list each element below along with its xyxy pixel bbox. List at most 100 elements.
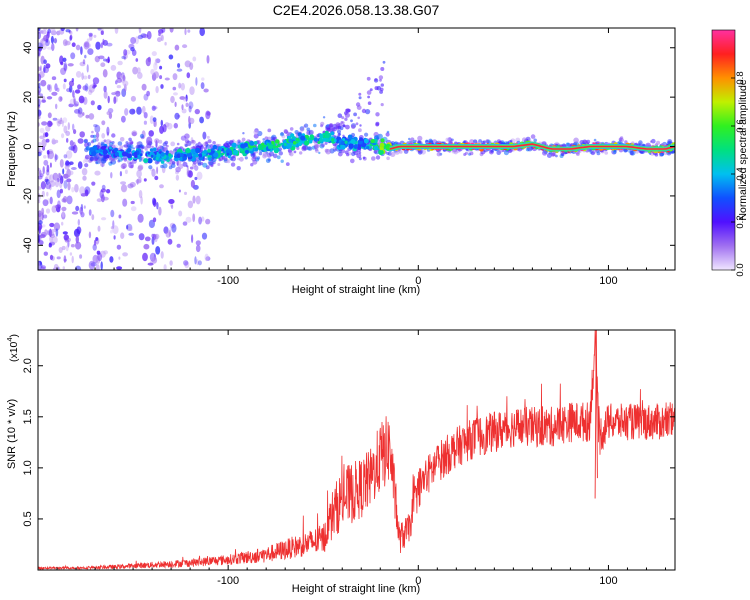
spectrogram-noise-point — [96, 250, 101, 255]
spectrogram-spray-point — [367, 101, 372, 105]
spectrogram-spray-point — [328, 123, 334, 128]
spectrogram-halo-point — [123, 158, 128, 162]
spectrogram-noise-point — [185, 216, 192, 223]
spectrogram-noise-point — [63, 62, 67, 71]
spectrogram-halo-point — [341, 149, 346, 154]
spectrogram-noise-point — [63, 125, 68, 134]
spectrogram-noise-point — [121, 184, 128, 193]
spectrogram-ridge-point — [249, 148, 253, 152]
spectrogram-halo-point — [377, 133, 383, 140]
spectrogram-halo-point — [212, 141, 216, 145]
spectrogram-spray-point — [337, 113, 343, 118]
spectrogram-noise-point — [41, 265, 46, 270]
spectrogram-noise-point — [55, 228, 59, 237]
snr-multiplier-close: ) — [8, 334, 20, 338]
spectrogram-noise-point — [206, 55, 210, 64]
spectrogram-ridge-point — [125, 152, 129, 157]
spectrogram-noise-point — [41, 99, 47, 103]
spectrogram-ridge-point — [179, 157, 183, 161]
spectrogram-noise-point — [70, 244, 75, 248]
spectrogram-noise-point — [68, 170, 74, 176]
spectrogram-noise-point — [202, 131, 207, 140]
spectrogram-noise-point — [92, 77, 100, 85]
spectrogram-noise-point — [147, 262, 154, 266]
spectrogram-noise-point — [122, 80, 129, 87]
spectrogram-noise-point — [74, 101, 79, 107]
spectrogram-halo-point — [473, 139, 478, 144]
spectrogram-noise-point — [80, 193, 87, 197]
spectrogram-noise-point — [71, 211, 79, 215]
spectrogram-noise-point — [62, 231, 68, 235]
spectrogram-noise-point — [69, 34, 73, 40]
spectrogram-halo-point — [111, 133, 116, 138]
spectrogram-ridge-point — [221, 152, 225, 156]
spectrogram-noise-point — [39, 127, 45, 134]
spectrogram-noise-point — [40, 181, 46, 190]
spectrogram-noise-point — [100, 261, 103, 270]
spectrogram-halo-point — [314, 148, 319, 153]
spectrogram-noise-point — [146, 90, 151, 97]
spectrogram-halo-point — [358, 128, 362, 133]
spectrogram-noise-point — [60, 67, 67, 76]
spectrogram-noise-point — [110, 229, 113, 234]
spectrogram-noise-point — [82, 112, 85, 116]
spectrogram-ridge-point — [213, 152, 219, 158]
spectrogram-noise-point — [116, 266, 123, 270]
spectrogram-noise-point — [85, 114, 90, 119]
spectrogram-noise-point — [100, 188, 107, 193]
spectrogram-noise-point — [136, 169, 142, 178]
spectrogram-noise-point — [158, 206, 162, 216]
spectrogram-ridge-point — [176, 153, 181, 158]
spectrogram-noise-point — [192, 56, 197, 62]
spectrogram-spray-point — [344, 112, 350, 118]
spectrogram-halo-point — [250, 163, 254, 167]
spectrogram-noise-point — [106, 131, 109, 137]
colorbar-tick-label: 0.6 — [735, 119, 746, 132]
snr-ytick-label: 0.5 — [22, 511, 34, 526]
spectrogram-noise-point — [52, 172, 59, 181]
spectrogram-halo-point — [619, 137, 624, 143]
spectrogram-noise-point — [152, 197, 156, 206]
spectrogram-noise-point — [78, 95, 85, 104]
spectrogram-noise-point — [130, 200, 135, 205]
spectrogram-noise-point — [38, 73, 42, 82]
spectrogram-noise-point — [192, 213, 196, 222]
spectrogram-noise-point — [39, 39, 45, 48]
spectrogram-noise-point — [79, 206, 83, 215]
spectrogram-noise-point — [174, 101, 177, 108]
spectrogram-ridge-point — [227, 155, 231, 159]
spectrogram-ridge-point — [366, 146, 370, 150]
spectrogram-spray-point — [380, 67, 385, 71]
spectrogram-noise-point — [84, 83, 89, 92]
spectrogram-noise-point — [56, 189, 61, 199]
spectrogram-noise-point — [54, 37, 57, 44]
spectrogram-noise-point — [115, 90, 121, 97]
spectrogram-noise-point — [38, 186, 42, 191]
spectrogram-ridge-point — [295, 137, 299, 142]
spectrogram-halo-point — [342, 134, 345, 137]
spectrogram-noise-point — [49, 180, 56, 187]
spectrogram-halo-point — [218, 158, 222, 162]
spectrogram-noise-point — [48, 84, 52, 93]
spectrogram-noise-point — [76, 226, 82, 235]
spectrogram-halo-point — [222, 155, 228, 161]
spectrogram-halo-point — [125, 141, 129, 145]
spectrogram-noise-point — [72, 90, 75, 98]
spectrogram-noise-point — [73, 95, 76, 105]
spectrogram-ridge-point — [95, 149, 99, 153]
spectrogram-noise-point — [71, 42, 76, 47]
spectrogram-ridge-point — [143, 158, 149, 164]
spectrogram-spray-point — [358, 92, 362, 96]
spectrogram-halo-point — [586, 149, 590, 153]
spectrogram-noise-point — [45, 208, 51, 214]
spectrogram-spray-point — [344, 117, 348, 121]
spectrogram-halo-point — [95, 161, 98, 165]
spectrogram-halo-point — [145, 148, 149, 152]
spectrogram-noise-point — [165, 231, 171, 238]
spectrogram-halo-point — [182, 161, 188, 167]
spectrogram-noise-point — [50, 229, 57, 233]
spectrogram-noise-point — [195, 240, 201, 246]
spectrogram-noise-point — [62, 83, 66, 90]
spectrogram-noise-point — [73, 129, 77, 135]
spectrogram-noise-point — [61, 245, 66, 251]
